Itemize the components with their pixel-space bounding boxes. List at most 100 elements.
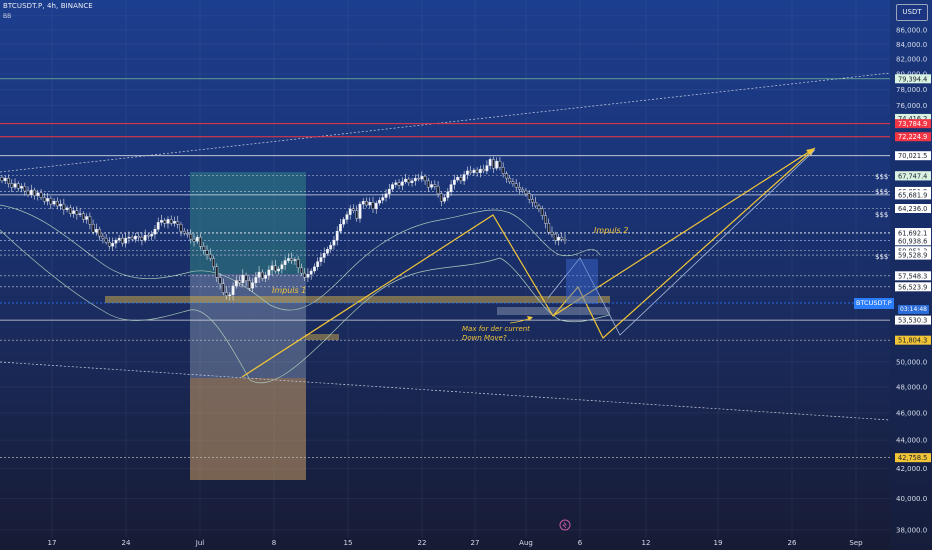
candle-down [62, 203, 66, 210]
impuls-2-line [552, 147, 816, 317]
time-axis[interactable]: 17 24 Jul 8 15 22 27 Aug 6 12 19 26 Sep [48, 539, 864, 547]
candle-down [98, 229, 102, 237]
projection-target-box [566, 259, 598, 304]
candle-up [488, 159, 492, 166]
candle-up [267, 269, 271, 276]
candle-down [0, 177, 4, 182]
support-zone [105, 296, 610, 303]
candle-down [355, 210, 359, 219]
price-level-badge [895, 282, 931, 292]
lower-channel-line [0, 361, 891, 421]
price-tick: 82,000.0 [896, 56, 927, 64]
annotation-impuls-1[interactable]: Impuls 1 [272, 286, 307, 295]
candle-up [452, 179, 456, 185]
candle-down [104, 237, 108, 243]
time-tick: 6 [578, 539, 583, 547]
price-level-badge [895, 203, 931, 213]
candle-down [215, 266, 219, 278]
candle-down [205, 250, 209, 255]
price-level-label: 42,758.5 [898, 454, 927, 462]
support-zone-lower [305, 334, 339, 340]
candle-up [322, 253, 326, 258]
price-level-badge [895, 236, 931, 246]
replay-icon[interactable] [559, 519, 571, 531]
candle-down [147, 234, 150, 237]
time-tick: Jul [195, 539, 205, 547]
candle-down [417, 177, 420, 180]
candle-up [378, 200, 381, 204]
candle-up [361, 201, 365, 205]
candle-up [156, 222, 160, 230]
impulse-drawings[interactable] [0, 147, 890, 378]
price-level-badge [895, 171, 931, 181]
indicator-label[interactable]: BB [3, 13, 12, 20]
candle-up [332, 239, 336, 246]
candle-down [192, 238, 196, 242]
candle-up [404, 178, 407, 182]
candle-up [306, 273, 310, 278]
time-tick: Aug [519, 539, 533, 547]
price-level-label: 70,021.5 [898, 152, 927, 160]
candle-up [72, 210, 75, 214]
candle-up [326, 249, 329, 254]
candle-up [381, 197, 385, 201]
candle-down [550, 231, 554, 235]
annotation-max-move[interactable]: Max for der current Down Move? [462, 325, 530, 342]
candle-up [231, 285, 235, 295]
candle-up [472, 169, 476, 173]
candle-down [75, 210, 79, 215]
candle-up [270, 265, 274, 271]
candle-down [482, 168, 486, 172]
candle-countdown: 03:14:48 [898, 305, 929, 314]
currency-button[interactable]: USDT [896, 4, 928, 21]
candle-up [257, 271, 261, 278]
candle-down [303, 272, 307, 278]
price-level-badge [895, 453, 931, 463]
candle-down [433, 184, 437, 187]
price-tick: 46,000.0 [896, 409, 927, 417]
price-level-badge [895, 151, 931, 161]
time-tick: 27 [471, 539, 480, 547]
candle-up [400, 181, 404, 186]
candle-down [553, 233, 557, 241]
candle-down [7, 177, 10, 184]
candle-down [436, 186, 440, 194]
candle-down [518, 187, 521, 190]
dollar-label-73784: $$$ [875, 173, 889, 181]
candle-up [143, 234, 147, 241]
price-level-badge [895, 315, 931, 325]
position-stop-zone [190, 274, 306, 378]
candle-down [137, 235, 141, 238]
candle-up [46, 198, 49, 202]
candle-down [260, 271, 264, 279]
candle-down [511, 181, 515, 184]
price-tick: 42,000.0 [896, 465, 927, 473]
candle-up [309, 270, 313, 275]
price-level-label: 79,394.4 [898, 75, 927, 83]
candle-down [469, 170, 473, 173]
candle-up [264, 275, 268, 279]
candle-down [247, 280, 251, 289]
candle-down [202, 245, 206, 251]
price-tick: 76,000.0 [896, 102, 927, 110]
candle-up [85, 216, 89, 220]
candle-up [384, 193, 388, 198]
candle-down [16, 183, 20, 189]
dollar-label-65681: $$$ [875, 253, 889, 261]
candle-down [42, 197, 46, 202]
candle-down [238, 280, 241, 283]
candle-up [251, 282, 254, 289]
candle-down [537, 205, 541, 210]
demand-zone [497, 307, 610, 315]
candle-up [127, 236, 131, 239]
price-level-badge [895, 113, 931, 123]
dollar-label-70021: $$$ [875, 211, 889, 219]
position-tool[interactable] [190, 172, 306, 480]
candle-down [33, 189, 36, 196]
annotation-impuls-2[interactable]: Impuls 2 [594, 226, 629, 235]
time-tick: 22 [418, 539, 427, 547]
time-tick: 26 [788, 539, 797, 547]
candle-down [218, 277, 222, 285]
